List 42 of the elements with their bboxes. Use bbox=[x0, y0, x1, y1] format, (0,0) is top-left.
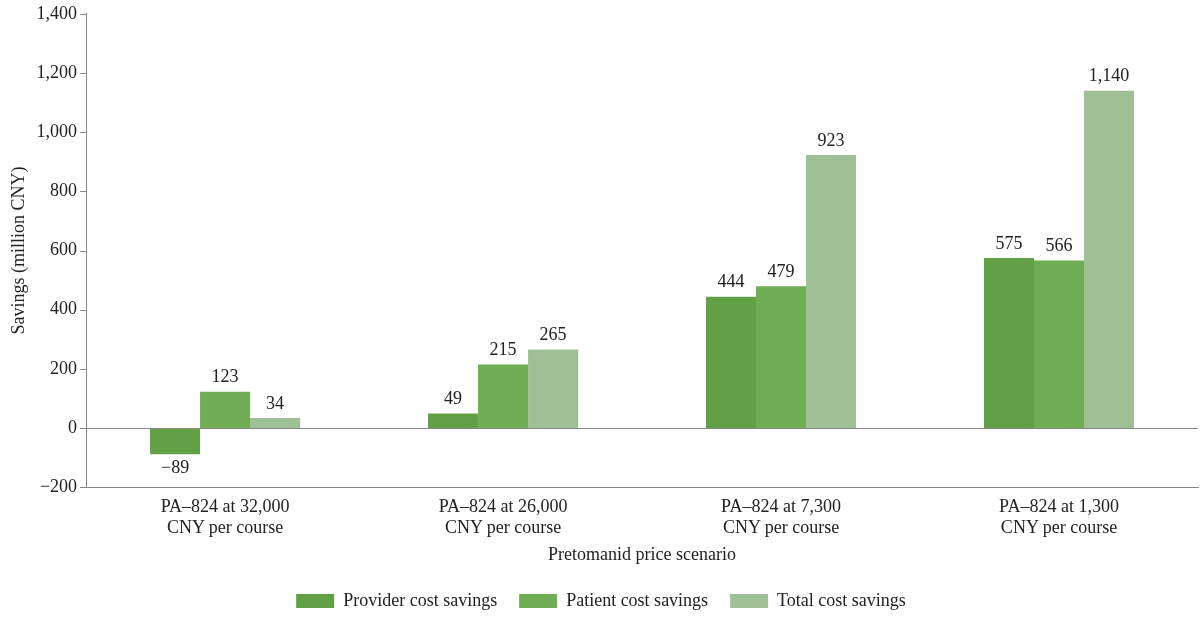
y-tick-label: 1,000 bbox=[36, 120, 78, 141]
bar bbox=[200, 391, 251, 429]
y-tick-label: 200 bbox=[50, 357, 78, 378]
bar bbox=[478, 364, 529, 429]
y-tick-label: 600 bbox=[50, 239, 78, 260]
x-tick-label: PA–824 at 1,300 CNY per course bbox=[999, 495, 1119, 538]
y-axis-title: Savings (million CNY) bbox=[7, 166, 29, 335]
bar bbox=[1033, 260, 1085, 429]
x-tick-label: PA–824 at 7,300 CNY per course bbox=[721, 495, 841, 538]
data-label: 49 bbox=[444, 388, 463, 409]
bar bbox=[705, 296, 757, 429]
bar bbox=[756, 286, 807, 429]
y-tick-label: 0 bbox=[68, 416, 78, 437]
y-tick-label: −200 bbox=[39, 475, 78, 496]
data-label: −89 bbox=[160, 457, 190, 478]
bar bbox=[806, 154, 857, 429]
legend-label: Provider cost savings bbox=[343, 589, 498, 610]
x-tick-label: PA–824 at 26,000 CNY per course bbox=[438, 495, 568, 538]
y-tick-label: 1,400 bbox=[36, 2, 78, 23]
data-label: 215 bbox=[489, 339, 517, 360]
data-label: 1,140 bbox=[1088, 65, 1130, 86]
bar bbox=[983, 257, 1034, 429]
x-tick-label: PA–824 at 32,000 CNY per course bbox=[160, 495, 290, 538]
data-label: 923 bbox=[817, 129, 845, 150]
bar bbox=[428, 413, 479, 429]
data-label: 265 bbox=[539, 324, 567, 345]
y-tick-label: 800 bbox=[50, 180, 78, 201]
y-tick-label: 1,200 bbox=[36, 61, 78, 82]
data-label: 34 bbox=[266, 392, 285, 413]
bar bbox=[1084, 90, 1135, 429]
legend-label: Total cost savings bbox=[777, 589, 906, 610]
bar bbox=[150, 428, 201, 455]
data-label: 444 bbox=[717, 271, 745, 292]
data-label: 566 bbox=[1045, 235, 1073, 256]
bar bbox=[528, 349, 579, 429]
data-label: 575 bbox=[995, 232, 1023, 253]
x-axis-title: Pretomanid price scenario bbox=[548, 543, 737, 564]
legend-label: Patient cost savings bbox=[566, 589, 709, 610]
data-label: 479 bbox=[767, 261, 795, 282]
data-label: 123 bbox=[211, 366, 239, 387]
y-tick-label: 400 bbox=[50, 298, 78, 319]
bar bbox=[250, 417, 301, 429]
